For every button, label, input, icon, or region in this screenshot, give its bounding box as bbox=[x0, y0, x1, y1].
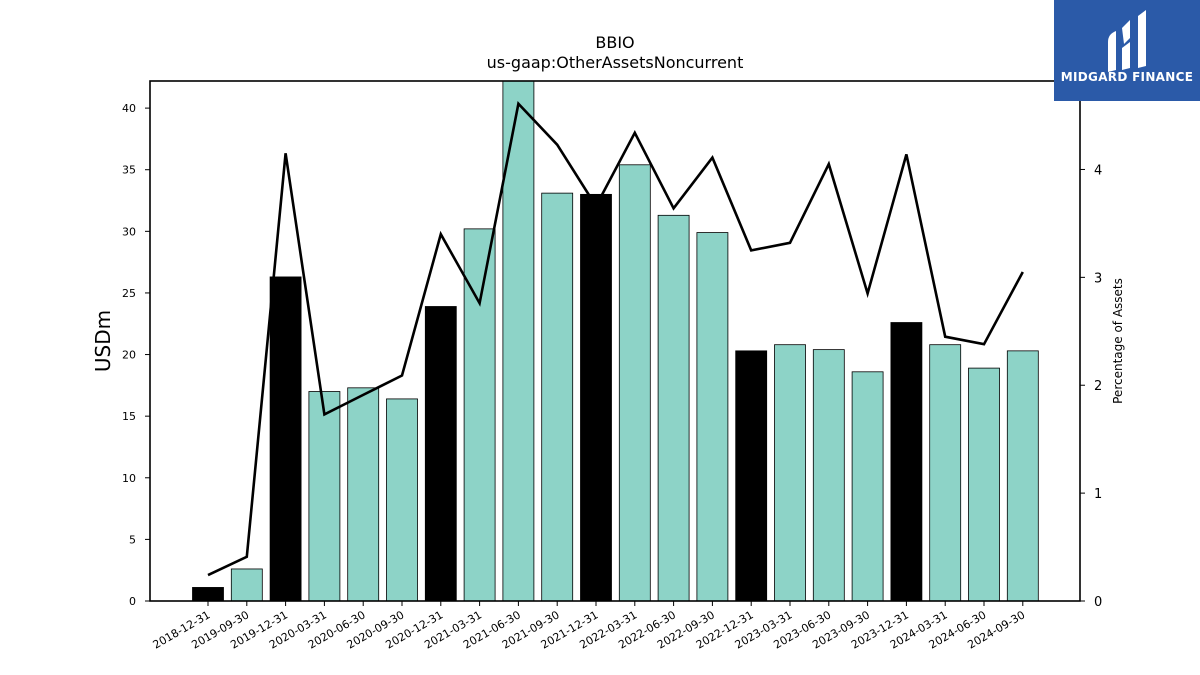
bar-2021-12-31 bbox=[580, 193, 612, 601]
y2-tick-label: 0 bbox=[1094, 595, 1102, 610]
y-tick-label: 35 bbox=[122, 164, 136, 177]
y-axis-label-left: USDm bbox=[91, 310, 115, 372]
y-tick-label: 30 bbox=[122, 225, 136, 238]
bar-2023-12-31 bbox=[890, 322, 923, 601]
plot-frame bbox=[149, 80, 1081, 602]
bar-2022-06-30 bbox=[657, 214, 690, 601]
y-tick-label: 20 bbox=[122, 349, 136, 362]
logo-text: MIDGARD FINANCE bbox=[1061, 70, 1193, 84]
bar-2021-03-31 bbox=[463, 228, 496, 601]
y-tick-label: 25 bbox=[122, 287, 136, 300]
bar-2023-06-30 bbox=[812, 349, 845, 601]
y-tick-label: 40 bbox=[122, 102, 136, 115]
y2-tick-label: 1 bbox=[1094, 487, 1102, 502]
y-axis-label-right: Percentage of Assets bbox=[1111, 278, 1125, 404]
bar-2021-09-30 bbox=[541, 192, 574, 601]
bar-2023-03-31 bbox=[774, 344, 806, 601]
brand-logo: MIDGARD FINANCE bbox=[1054, 0, 1200, 101]
bar-2020-06-30 bbox=[347, 387, 380, 601]
bar-2020-03-31 bbox=[308, 391, 341, 601]
bar-2020-09-30 bbox=[386, 398, 418, 601]
y-tick-label: 5 bbox=[129, 533, 136, 546]
bar-2023-09-30 bbox=[851, 371, 884, 601]
logo-icon bbox=[1108, 10, 1146, 72]
chart-subtitle: us-gaap:OtherAssetsNoncurrent bbox=[487, 53, 744, 72]
y2-tick-label: 3 bbox=[1094, 271, 1102, 286]
y-tick-label: 0 bbox=[129, 595, 136, 608]
line-series bbox=[207, 100, 1024, 577]
y2-tick-label: 4 bbox=[1094, 163, 1102, 178]
bar-2022-03-31 bbox=[618, 164, 651, 601]
y2-tick-label: 2 bbox=[1094, 379, 1102, 394]
bar-2018-12-31 bbox=[192, 587, 224, 601]
bar-2020-12-31 bbox=[424, 306, 457, 601]
y-tick-label: 10 bbox=[122, 472, 136, 485]
percentage-line bbox=[207, 100, 1024, 577]
y-tick-label: 15 bbox=[122, 410, 136, 423]
bar-series bbox=[192, 81, 1039, 601]
bar-2024-06-30 bbox=[968, 367, 1000, 601]
bar-2021-06-30 bbox=[502, 81, 535, 601]
bar-2019-09-30 bbox=[230, 568, 263, 601]
bar-2022-12-31 bbox=[735, 350, 768, 601]
bar-2024-03-31 bbox=[929, 344, 962, 601]
bar-2019-12-31 bbox=[269, 276, 302, 601]
bar-2024-09-30 bbox=[1006, 350, 1039, 601]
bar-2022-09-30 bbox=[696, 232, 729, 601]
chart-title: BBIO bbox=[595, 33, 634, 52]
